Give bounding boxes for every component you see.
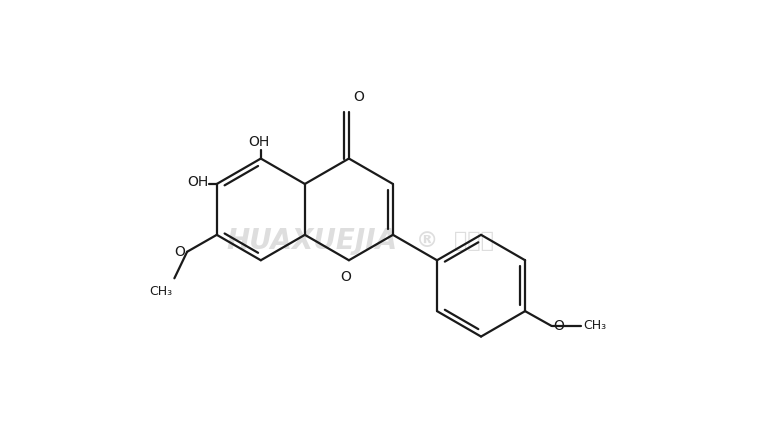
Text: O: O xyxy=(174,245,185,259)
Text: OH: OH xyxy=(248,135,269,149)
Text: O: O xyxy=(353,90,364,104)
Text: CH₃: CH₃ xyxy=(149,285,172,297)
Text: OH: OH xyxy=(187,175,208,189)
Text: HUAXUEJIA: HUAXUEJIA xyxy=(226,227,398,255)
Text: CH₃: CH₃ xyxy=(584,319,607,333)
Text: O: O xyxy=(554,319,564,333)
Text: ®  化学加: ® 化学加 xyxy=(416,231,494,251)
Text: O: O xyxy=(340,270,351,284)
